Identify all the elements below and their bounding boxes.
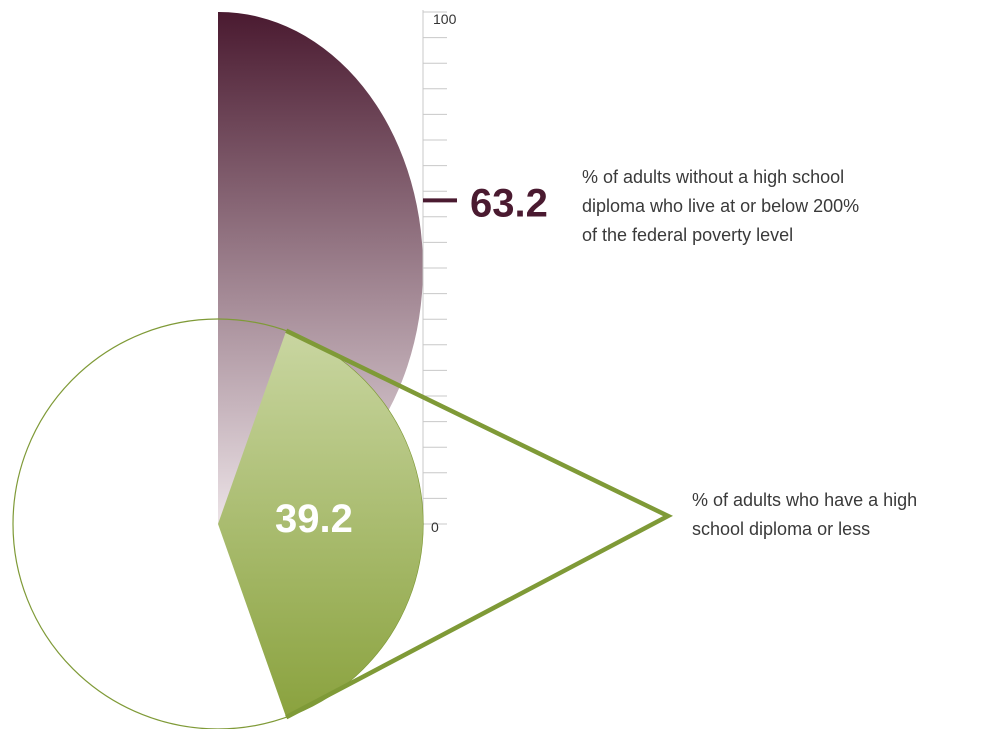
value-label-diploma: 39.2 <box>275 497 353 541</box>
description-diploma-line-2: school diploma or less <box>692 519 870 539</box>
description-poverty-line-2: diploma who live at or below 200% <box>582 196 859 216</box>
description-diploma: % of adults who have a high school diplo… <box>692 490 922 539</box>
pie-slice-diploma-or-less <box>218 330 423 718</box>
axis-label-min: 0 <box>431 519 439 535</box>
axis-label-max: 100 <box>433 11 457 27</box>
description-diploma-line-1: % of adults who have a high <box>692 490 917 510</box>
description-poverty-line-1: % of adults without a high school <box>582 167 844 187</box>
description-poverty-line-3: of the federal poverty level <box>582 225 793 245</box>
callout-connector <box>285 328 673 720</box>
value-label-poverty: 63.2 <box>470 181 548 225</box>
axis-ticks <box>423 11 447 525</box>
description-poverty: % of adults without a high school diplom… <box>582 167 864 245</box>
pie-circle-outline <box>12 318 424 729</box>
